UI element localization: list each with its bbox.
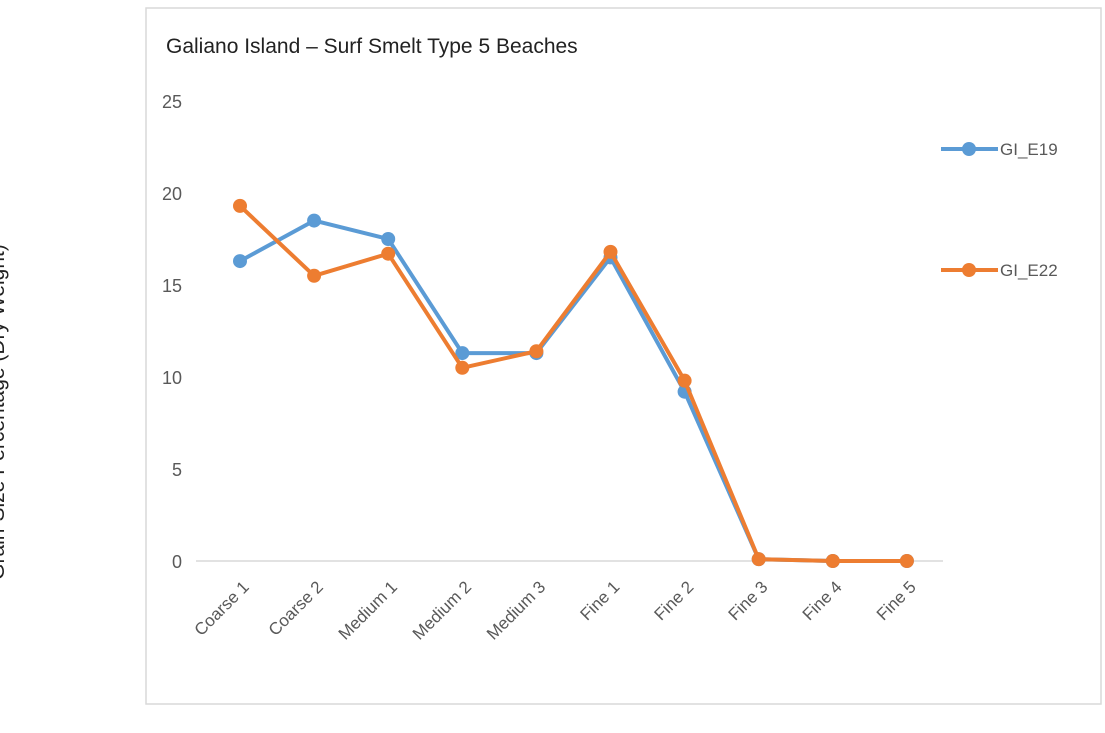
y-tick-label: 5: [172, 460, 182, 480]
y-tick-label: 20: [162, 184, 182, 204]
data-point-gi_e19: [381, 232, 396, 246]
legend-label: GI_E22: [1000, 261, 1058, 280]
data-point-gi_e22: [677, 373, 692, 388]
y-tick-label: 15: [162, 276, 182, 296]
y-tick-label: 0: [172, 552, 182, 572]
data-point-gi_e19: [233, 254, 247, 269]
data-point-gi_e22: [455, 360, 470, 375]
data-point-gi_e22: [825, 554, 840, 568]
legend-marker: [962, 142, 976, 156]
series-line-gi_e22: [238, 204, 907, 563]
data-point-gi_e22: [603, 244, 618, 259]
data-point-gi_e22: [307, 268, 322, 283]
data-point-gi_e22: [529, 344, 544, 359]
data-point-gi_e22: [233, 198, 247, 213]
data-point-gi_e22: [751, 552, 766, 567]
chart-title: Galiano Island – Surf Smelt Type 5 Beach…: [166, 35, 578, 58]
data-point-gi_e19: [455, 346, 470, 361]
legend-marker: [962, 263, 976, 277]
legend-label: GI_E19: [1000, 140, 1058, 159]
data-point-gi_e19: [307, 213, 322, 228]
data-point-gi_e22: [381, 246, 396, 261]
chart-frame: [145, 7, 1102, 705]
y-tick-label: 10: [162, 368, 182, 388]
y-tick-label: 25: [162, 92, 182, 112]
data-point-gi_e22: [899, 554, 914, 568]
